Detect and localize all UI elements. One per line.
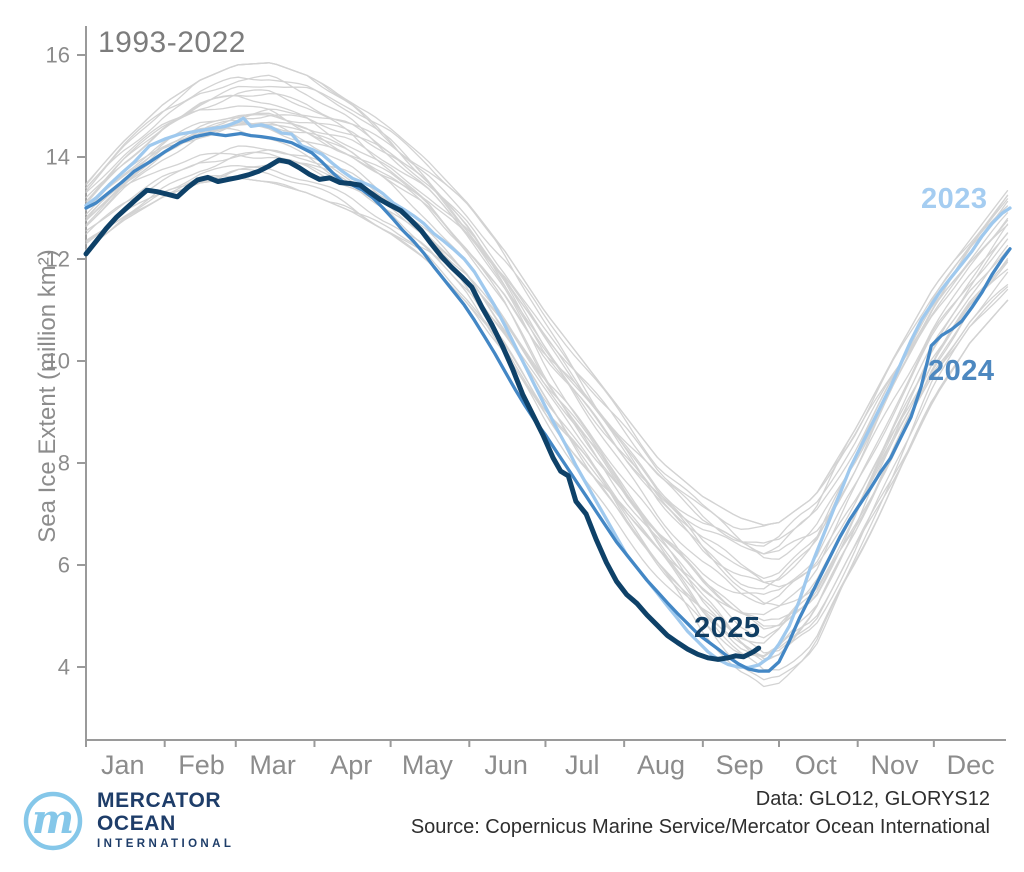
series-label-2024: 2024: [928, 355, 995, 387]
x-month-label: May: [402, 750, 454, 780]
climatology-line: [85, 85, 1009, 526]
x-month-label: Feb: [178, 750, 225, 780]
climatology-lines: [85, 62, 1009, 688]
climatology-line: [85, 177, 1009, 658]
logo-text-ocean: OCEAN: [97, 812, 176, 835]
climatology-line: [85, 121, 1009, 616]
x-month-label: Jul: [565, 750, 600, 780]
climatology-line: [85, 108, 1009, 607]
y-axis-title: Sea Ice Extent (million km²): [34, 249, 61, 543]
climatology-range-label: 1993-2022: [98, 26, 246, 59]
climatology-line: [85, 152, 1009, 639]
logo-monogram-icon: m: [23, 791, 83, 851]
y-tick-label: 12: [46, 247, 70, 272]
x-month-label: Oct: [795, 750, 838, 780]
logo-text-mercator: MERCATOR: [97, 789, 222, 812]
series-label-2023: 2023: [921, 183, 988, 215]
x-month-label: Apr: [330, 750, 372, 780]
climatology-line: [85, 112, 1009, 622]
x-month-label: Sep: [716, 750, 764, 780]
climatology-line: [85, 62, 1009, 530]
attribution: Data: GLO12, GLORYS12 Source: Copernicus…: [411, 785, 990, 841]
series-line-2025: [83, 157, 762, 662]
climatology-line: [85, 89, 1009, 584]
y-tick-label: 14: [46, 145, 70, 170]
y-tick-label: 16: [46, 43, 70, 68]
x-month-label: Aug: [637, 750, 685, 780]
climatology-line: [85, 168, 1009, 660]
climatology-line: [85, 74, 1009, 544]
data-credit-line: Data: GLO12, GLORYS12: [755, 788, 990, 810]
climatology-line: [85, 123, 1009, 627]
svg-text:m: m: [32, 796, 74, 843]
climatology-line: [85, 119, 1009, 606]
sea-ice-extent-chart: 4 6 8 10 12 14 16 Jan Feb Mar Apr May Jun Jul Aug Sep Oc…: [46, 26, 1012, 780]
x-month-label: Nov: [870, 750, 919, 780]
footer: m MERCATOR OCEAN INTERNATIONAL Data: GLO…: [0, 780, 1024, 872]
logo-text-international: INTERNATIONAL: [97, 838, 235, 850]
climatology-line: [85, 94, 1009, 547]
climatology-line: [85, 161, 1009, 663]
series-line-2024: [84, 131, 1012, 673]
x-month-label: Mar: [249, 750, 296, 780]
climatology-line: [85, 76, 1009, 580]
climatology-line: [85, 127, 1009, 644]
y-tick-label: 8: [58, 451, 70, 476]
climatology-line: [85, 123, 1009, 560]
series-line-2023: [84, 116, 1012, 670]
mercator-ocean-logo: m MERCATOR OCEAN INTERNATIONAL: [20, 786, 300, 866]
x-month-label: Jan: [101, 750, 145, 780]
x-month-label: Dec: [947, 750, 995, 780]
y-tick-label: 6: [58, 553, 70, 578]
climatology-line: [85, 105, 1009, 595]
climatology-line: [85, 121, 1009, 658]
y-tick-label: 10: [46, 349, 70, 374]
y-tick-label: 4: [58, 655, 70, 680]
series-label-2025: 2025: [694, 612, 761, 644]
x-month-label: Jun: [484, 750, 528, 780]
source-credit-line: Source: Copernicus Marine Service/Mercat…: [410, 816, 990, 838]
